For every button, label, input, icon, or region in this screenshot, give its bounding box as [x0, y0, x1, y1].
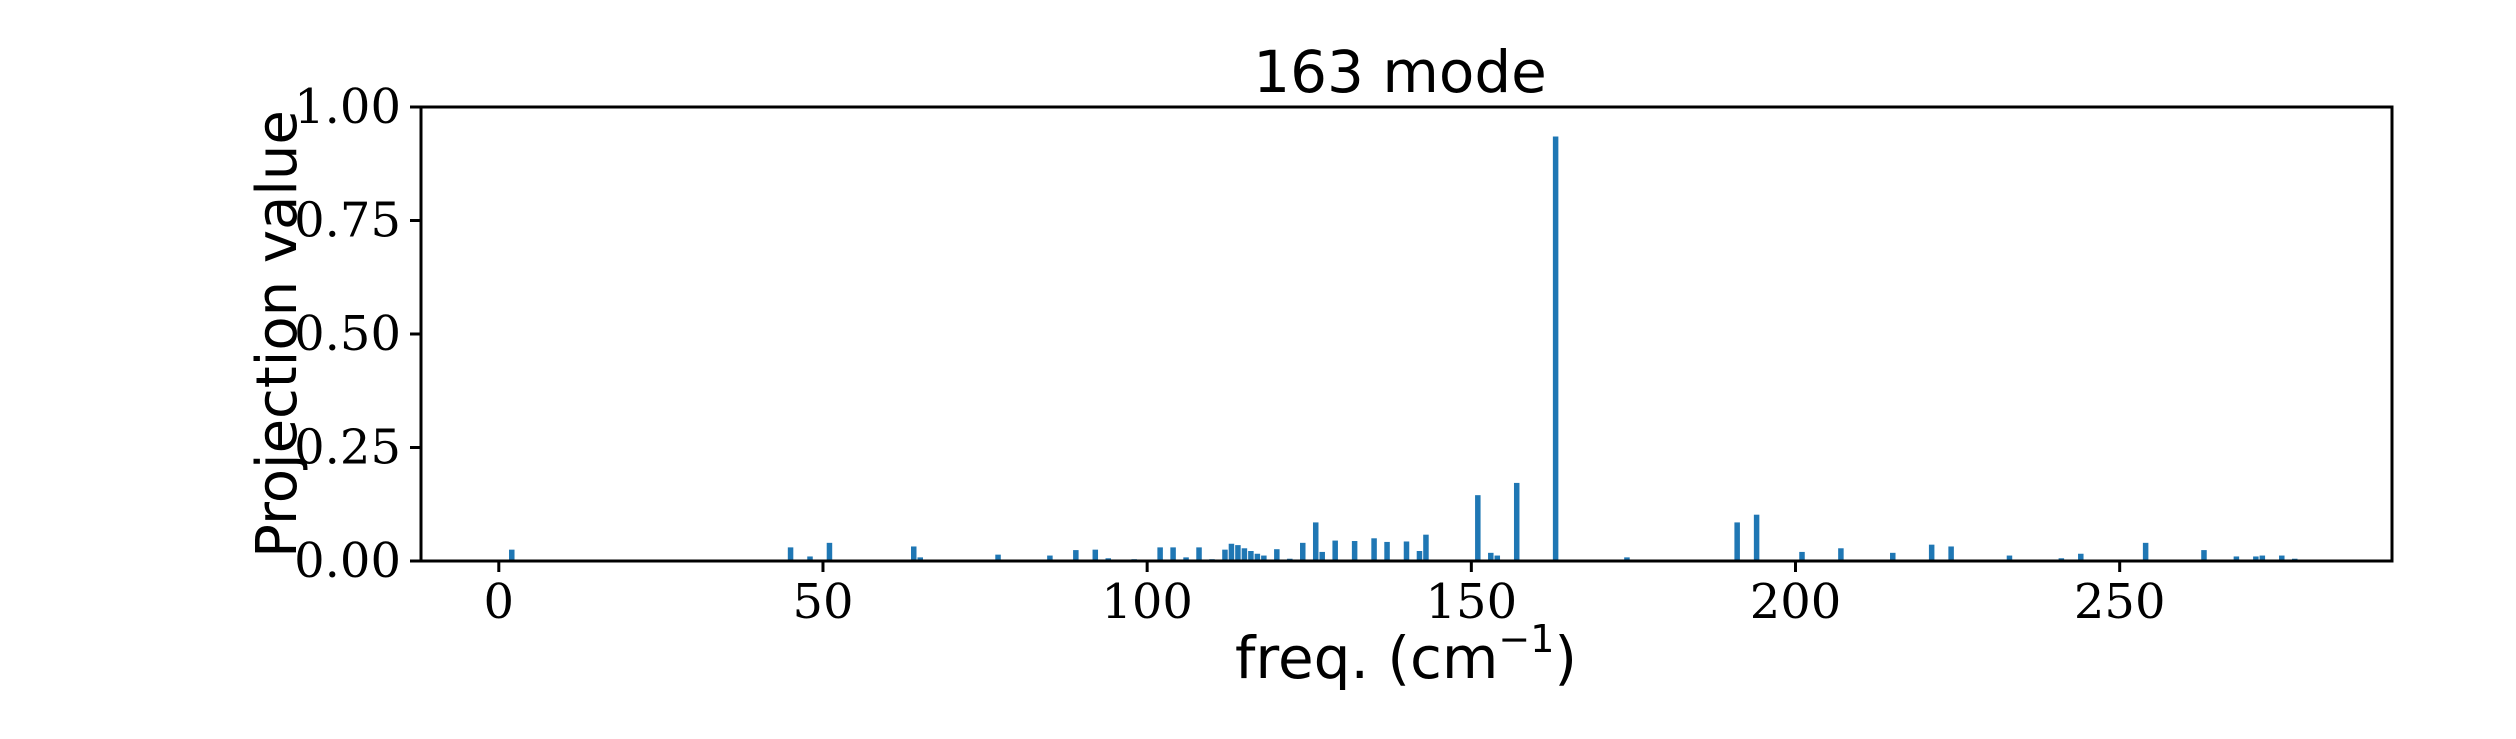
- x-tick-label: 250: [2074, 574, 2166, 630]
- bar: [2201, 550, 2207, 561]
- bar: [1092, 549, 1099, 561]
- plot-frame: [419, 105, 2394, 563]
- bar: [1196, 547, 1202, 561]
- bar: [2142, 542, 2149, 561]
- bar: [1928, 544, 1935, 561]
- bar: [807, 556, 813, 561]
- y-tick-label: 0.25: [294, 420, 401, 476]
- x-axis-label-main: freq. (cm: [1235, 624, 1498, 692]
- bar: [1312, 522, 1319, 561]
- y-tick-label: 0.50: [294, 306, 401, 362]
- bar: [1222, 549, 1228, 561]
- y-axis-label: Projection value: [245, 110, 310, 558]
- bar: [1157, 547, 1163, 561]
- bar: [1073, 550, 1079, 561]
- bar: [1624, 557, 1630, 561]
- bar: [1170, 547, 1176, 561]
- y-tick-label: 1.00: [294, 79, 401, 135]
- bars-group: [509, 136, 2298, 561]
- bar: [1235, 545, 1241, 561]
- bar: [1319, 551, 1325, 561]
- bar: [1351, 541, 1358, 561]
- x-axis-label: freq. (cm−1): [1235, 617, 1577, 692]
- bar: [1241, 548, 1248, 561]
- bar: [1047, 555, 1053, 561]
- bar: [1799, 551, 1805, 561]
- x-axis-ticks: 0 50 100 150 200 250: [484, 561, 2166, 630]
- x-tick-label: 0: [484, 574, 515, 630]
- bar: [1423, 534, 1429, 561]
- x-axis-label-close: ): [1554, 624, 1577, 692]
- bar: [1274, 549, 1280, 561]
- bar: [1552, 136, 1559, 561]
- bar: [995, 554, 1001, 561]
- bar: [1838, 548, 1844, 561]
- x-tick-label: 100: [1101, 574, 1193, 630]
- bar: [1254, 553, 1261, 561]
- chart-title: 163 mode: [1253, 38, 1547, 106]
- bar: [1513, 482, 1520, 561]
- x-axis-label-superscript: −1: [1498, 617, 1554, 661]
- bar: [1300, 542, 1306, 561]
- bar: [911, 546, 917, 561]
- bar: [826, 542, 833, 561]
- y-tick-label: 0.75: [294, 193, 401, 249]
- bar: [1890, 552, 1896, 561]
- bar: [1734, 522, 1740, 561]
- bar: [1332, 540, 1338, 561]
- bar: [1416, 551, 1423, 561]
- y-axis-ticks: 0.00 0.25 0.50 0.75 1.00: [294, 79, 421, 589]
- bar: [2233, 556, 2240, 561]
- bar: [1403, 541, 1410, 561]
- bar: [1228, 543, 1235, 561]
- bar: [1371, 538, 1377, 561]
- bar: [2006, 555, 2013, 561]
- x-tick-label: 50: [792, 574, 853, 630]
- bar: [1753, 514, 1760, 561]
- bar: [1494, 555, 1501, 561]
- bar: [1948, 546, 1954, 561]
- bar: [1384, 541, 1390, 561]
- x-tick-label: 150: [1426, 574, 1518, 630]
- x-tick-label: 200: [1750, 574, 1842, 630]
- bar: [1248, 551, 1254, 561]
- bar: [1261, 555, 1267, 561]
- bar: [1488, 552, 1494, 561]
- bar: [917, 557, 923, 561]
- bar: [2253, 556, 2259, 561]
- bar: [2279, 555, 2285, 561]
- bar: [2078, 553, 2084, 561]
- bar: [2259, 555, 2266, 561]
- bar: [1475, 495, 1481, 561]
- bar: [509, 549, 515, 561]
- y-tick-label: 0.00: [294, 533, 401, 589]
- bar: [1183, 557, 1189, 561]
- bar: [787, 547, 794, 561]
